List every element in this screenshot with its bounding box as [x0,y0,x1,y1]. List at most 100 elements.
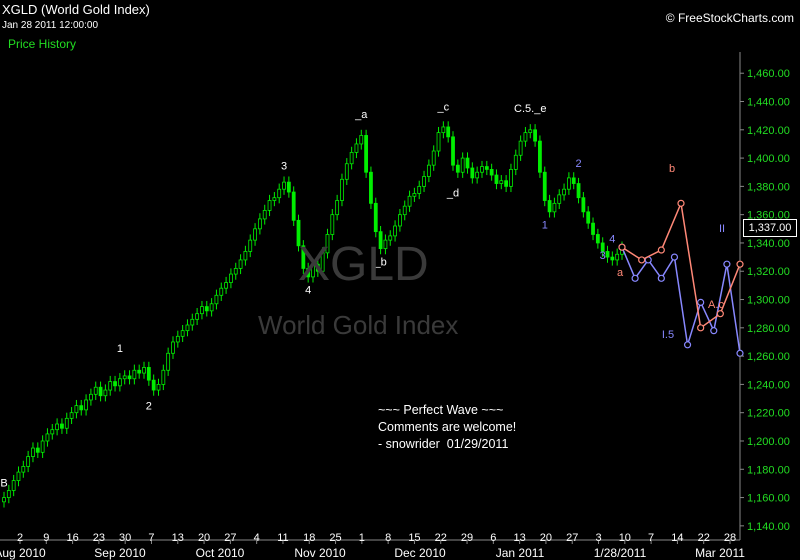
projection-salmon-point [697,324,705,332]
wave-label: 1 [542,220,548,232]
wave-label: I.5 [662,329,674,341]
projection-blue [621,246,741,354]
candle-body [45,433,50,442]
candle-body [253,228,257,241]
wave-label: 2 [575,158,581,170]
x-day-label: 7 [648,532,654,544]
chart-grid [0,52,741,541]
projection-salmon-point [736,260,744,268]
candle-body [426,164,431,177]
candle-body [248,239,253,252]
candle-body [142,367,146,374]
candle-body [306,268,311,278]
x-day-label: 20 [198,532,210,544]
x-day-label: 10 [619,532,631,544]
x-month-label: Oct 2010 [196,546,245,560]
wave-label: 3 [600,250,606,262]
projection-salmon-point [618,243,626,251]
projection-salmon-point [638,256,646,264]
candle-body [122,375,127,380]
candle-body [431,150,436,166]
y-tick-label: 1,440.00 [747,97,790,109]
candle-body [127,375,132,380]
y-axis: 1,140.00 1,160.00 1,180.00 1,200.00 1,220.00… [740,68,790,533]
candle-body [562,188,566,196]
wave-label: b [669,163,675,175]
candle-body [354,143,359,153]
x-day-label: 23 [93,532,105,544]
candle-body [455,164,460,173]
x-day-label: 6 [490,532,496,544]
candle-body [422,176,426,187]
candle-body [566,177,571,190]
candle-body [547,200,552,213]
candle-body [499,180,504,184]
wave-label: _c [437,102,450,114]
x-day-label: 20 [540,532,552,544]
projection-blue-point [683,341,692,349]
candle-body [436,132,441,152]
candle-body [340,178,344,201]
y-tick-label: 1,220.00 [747,408,790,420]
candle-body [533,129,537,142]
candle-body [282,181,286,190]
candle-body [513,154,518,170]
candle-body [586,211,591,224]
candle-body [576,183,581,199]
wave-label: _b [373,256,386,268]
y-tick-label: 1,200.00 [747,436,790,448]
projection-blue-point [736,349,744,357]
candle-body [398,214,402,227]
candle-body [243,251,248,261]
candle-body [171,341,175,354]
candle-body [2,497,6,503]
x-day-label: 15 [408,532,420,544]
candle-body [378,231,383,250]
candle-body [518,140,523,156]
candle-body [238,259,243,269]
candle-body [571,177,576,184]
x-day-label: 9 [43,532,49,544]
candle-body [209,303,214,312]
candle-body [509,169,513,187]
candle-body [190,318,195,326]
candle-body [489,169,494,176]
wave-label: C.5._e [514,103,546,115]
projection-blue-point [723,260,731,268]
y-tick-label: 1,300.00 [747,295,790,307]
x-day-label: 14 [671,532,683,544]
candle-body [40,440,45,453]
x-day-label: 22 [698,532,710,544]
candle-body [470,167,475,179]
y-tick-label: 1,420.00 [747,125,790,137]
candle-body [137,369,142,374]
candle-body [267,200,272,211]
y-tick-label: 1,460.00 [747,68,790,80]
candle-body [286,181,291,193]
y-tick-label: 1,280.00 [747,323,790,335]
candle-body [26,456,31,467]
x-day-label: 13 [514,532,526,544]
candle-body [117,378,122,387]
x-month-label: Mar 2011 [695,546,745,560]
candle-body [388,235,393,241]
wave-label: A.c [708,299,724,311]
candle-body [552,202,557,213]
x-day-label: 7 [148,532,154,544]
candle-body [146,367,151,381]
price-history-label[interactable]: Price History [8,37,77,51]
wave-label: _d [446,188,459,200]
candle-body [504,180,509,187]
candle-body [262,210,267,220]
x-day-label: 28 [724,532,736,544]
timestamp: Jan 28 2011 12:00:00 [2,20,99,31]
candle-body [272,197,277,201]
projection-blue-point [670,253,679,261]
y-tick-label: 1,360.00 [747,210,790,222]
candle-body [21,466,26,473]
wave-label: II [719,223,725,235]
candle-body [55,423,60,431]
copyright[interactable]: © FreeStockCharts.com [665,11,794,25]
